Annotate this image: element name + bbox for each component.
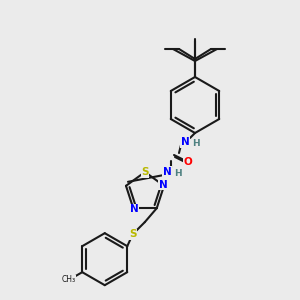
Text: N: N [130,204,139,214]
Text: N: N [159,180,167,190]
Text: O: O [184,157,192,167]
Text: N: N [181,137,189,147]
Text: H: H [192,140,200,148]
Text: CH₃: CH₃ [62,275,76,284]
Text: S: S [141,167,149,177]
Text: H: H [174,169,182,178]
Text: S: S [129,229,136,239]
Text: N: N [163,167,171,177]
